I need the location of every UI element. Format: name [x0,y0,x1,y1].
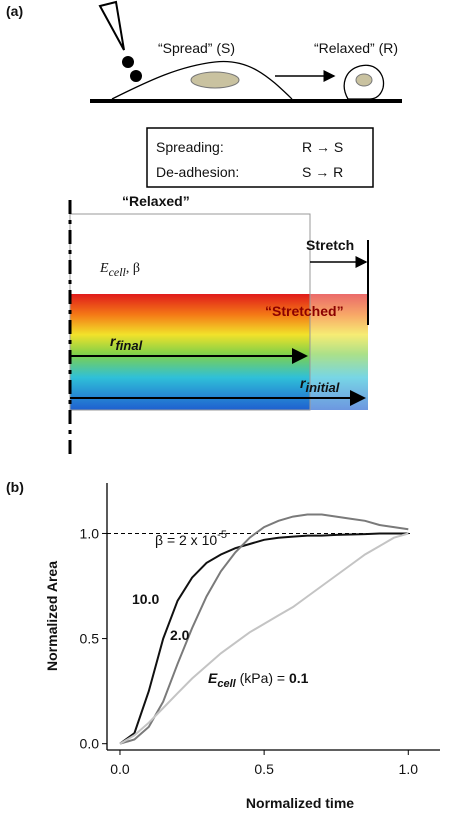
params: Ecell, β [99,261,140,279]
series-line [119,532,409,745]
series-label: 10.0 [132,591,159,607]
relaxed-label: “Relaxed” (R) [314,40,398,56]
series-line [119,532,409,745]
series-line [119,513,409,745]
params-sub: cell [109,265,127,279]
x-tick-label: 1.0 [399,761,419,777]
x-axis-label: Normalized time [246,795,354,811]
spread-cell [111,60,293,100]
rule-term: Spreading: [156,139,224,155]
y-axis-label: Normalized Area [44,561,60,671]
rule: S → R [302,164,343,180]
bead [130,70,142,82]
rule: R → S [302,139,343,155]
r-sub: final [115,338,142,353]
params-rest: , β [126,261,140,276]
y-tick-label: 0.0 [80,736,100,752]
nucleus [190,71,240,89]
note-rest: (kPa) = [236,670,289,686]
series-note: Ecell (kPa) = 0.1 [208,670,309,690]
rule-box [146,127,374,188]
r-main: r [110,333,117,349]
x-tick-label: 0.0 [110,761,130,777]
stretched-field [70,294,368,410]
hline-label-main: β = 2 x 10 [155,532,217,548]
series-label: 0.1 [289,670,309,686]
nucleus [355,73,373,87]
stretched-label: “Stretched” [265,303,344,319]
hline-label: β = 2 x 10-5 [155,529,227,548]
hline-label-sup: -5 [217,529,227,541]
stretch-label: Stretch [306,237,354,253]
r-initial: rinitial [300,375,340,395]
note-main: E [208,670,218,686]
series-label: 2.0 [170,627,190,643]
relaxed-title: “Relaxed” [122,193,190,209]
rule-term: De-adhesion: [156,164,239,180]
r-main: r [300,375,307,391]
panel-label: (a) [6,3,23,19]
bead [122,56,134,68]
r-sub: initial [305,380,339,395]
note-sub: cell [217,678,236,690]
panel-label: (b) [6,479,24,495]
r-final: rfinal [110,333,143,353]
x-tick-label: 0.5 [254,761,274,777]
y-tick-label: 1.0 [80,525,100,541]
relaxed-cell [343,64,385,100]
pipette [98,0,125,51]
params-main: E [99,261,109,276]
y-tick-label: 0.5 [80,631,100,647]
spread-label: “Spread” (S) [158,40,235,56]
